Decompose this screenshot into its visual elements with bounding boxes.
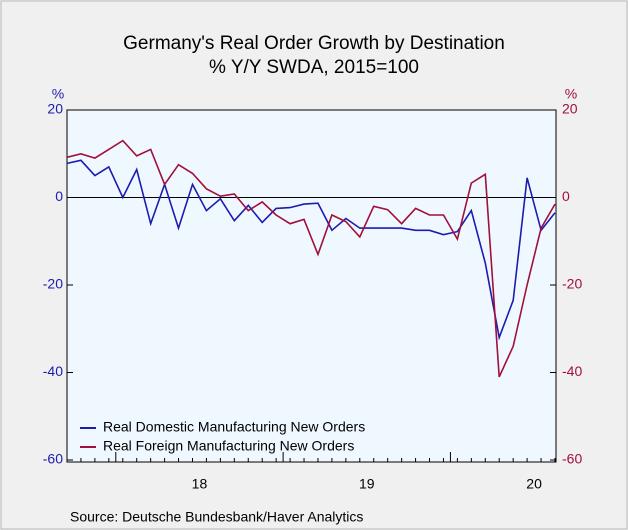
y-axis-label: % — [52, 86, 64, 102]
x-tick-label: 18 — [192, 476, 208, 492]
y2-tick-label: 20 — [562, 101, 578, 117]
y2-tick-label: -20 — [562, 276, 582, 292]
y2-tick-label: 0 — [562, 188, 570, 204]
series-line — [66, 159, 556, 341]
series-line — [66, 139, 556, 378]
y-tick-label: -60 — [43, 451, 63, 467]
legend-label: Real Domestic Manufacturing New Orders — [103, 419, 365, 435]
chart-title: Germany's Real Order Growth by Destinati… — [123, 33, 505, 54]
y2-tick-label: -40 — [562, 363, 582, 379]
y2-axis-label: % — [565, 86, 577, 102]
y-tick-label: -40 — [43, 363, 63, 379]
y-tick-label: 20 — [47, 101, 63, 117]
legend-label: Real Foreign Manufacturing New Orders — [103, 438, 354, 454]
y2-tick-label: -60 — [562, 451, 582, 467]
y-tick-label: 0 — [55, 188, 63, 204]
plot-area — [66, 109, 557, 463]
x-tick-label: 20 — [526, 476, 542, 492]
y-tick-label: -20 — [43, 276, 63, 292]
x-tick-label: 19 — [359, 476, 375, 492]
chart-subtitle: % Y/Y SWDA, 2015=100 — [209, 57, 419, 78]
source: Source: Deutsche Bundesbank/Haver Analyt… — [70, 509, 363, 525]
